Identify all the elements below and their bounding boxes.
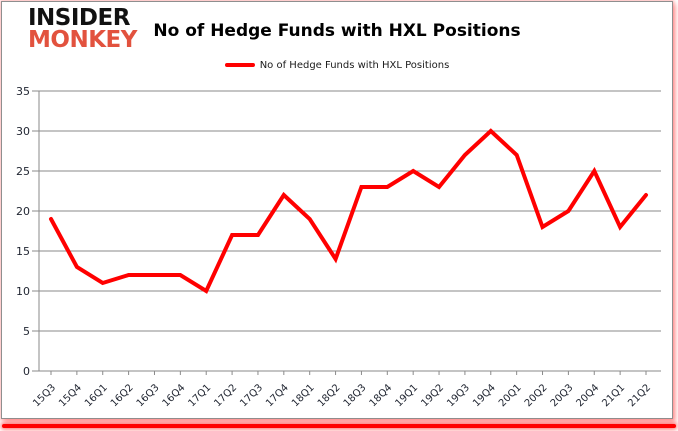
x-tick-label-16Q2: 16Q2 [109, 382, 136, 409]
y-tick-label-25: 25 [16, 165, 30, 178]
y-tick-label-15: 15 [16, 245, 30, 258]
legend-label: No of Hedge Funds with HXL Positions [259, 59, 450, 71]
y-tick-label-5: 5 [23, 325, 30, 338]
x-tick-label-18Q2: 18Q2 [316, 382, 343, 409]
legend-line-marker [224, 63, 255, 67]
x-tick-label-19Q1: 19Q1 [393, 382, 420, 409]
logo-line-monkey: MONKEY [28, 26, 137, 53]
series-line-0 [49, 128, 648, 294]
chart-title: No of Hedge Funds with HXL Positions [153, 21, 521, 41]
x-tick-label-17Q4: 17Q4 [264, 382, 291, 409]
x-tick-label-16Q1: 16Q1 [83, 382, 110, 409]
x-tick-label-21Q2: 21Q2 [626, 382, 653, 409]
y-tick-label-30: 30 [16, 125, 30, 138]
x-tick-label-17Q1: 17Q1 [186, 382, 213, 409]
x-tick-label-20Q1: 20Q1 [497, 382, 524, 409]
x-tick-label-15Q3: 15Q3 [31, 382, 58, 409]
x-tick-label-18Q4: 18Q4 [368, 382, 395, 409]
logo-line-insider: INSIDER [28, 5, 130, 31]
x-tick-label-17Q2: 17Q2 [212, 382, 239, 409]
x-tick-label-21Q1: 21Q1 [600, 382, 627, 409]
x-tick-label-19Q2: 19Q2 [419, 382, 446, 409]
chart-container: INSIDER MONKEY No of Hedge Funds with HX… [1, 1, 673, 419]
y-tick-label-0: 0 [23, 365, 30, 378]
x-tick-label-20Q3: 20Q3 [549, 382, 576, 409]
chart-legend: No of Hedge Funds with HXL Positions [2, 58, 672, 72]
x-tick-label-19Q3: 19Q3 [445, 382, 472, 409]
y-tick-label-10: 10 [16, 285, 30, 298]
x-tick-label-16Q3: 16Q3 [135, 382, 162, 409]
insider-monkey-logo: INSIDER MONKEY [28, 5, 137, 53]
x-tick-label-20Q4: 20Q4 [575, 382, 602, 409]
x-tick-label-18Q3: 18Q3 [342, 382, 369, 409]
x-tick-label-17Q3: 17Q3 [238, 382, 265, 409]
y-tick-label-20: 20 [16, 205, 30, 218]
x-tick-label-20Q2: 20Q2 [523, 382, 550, 409]
bottom-red-bar [2, 424, 676, 428]
y-tick-label-35: 35 [16, 85, 30, 98]
x-tick-label-18Q1: 18Q1 [290, 382, 317, 409]
x-tick-label-19Q4: 19Q4 [471, 382, 498, 409]
x-tick-label-16Q4: 16Q4 [161, 382, 188, 409]
x-tick-label-15Q4: 15Q4 [57, 382, 84, 409]
